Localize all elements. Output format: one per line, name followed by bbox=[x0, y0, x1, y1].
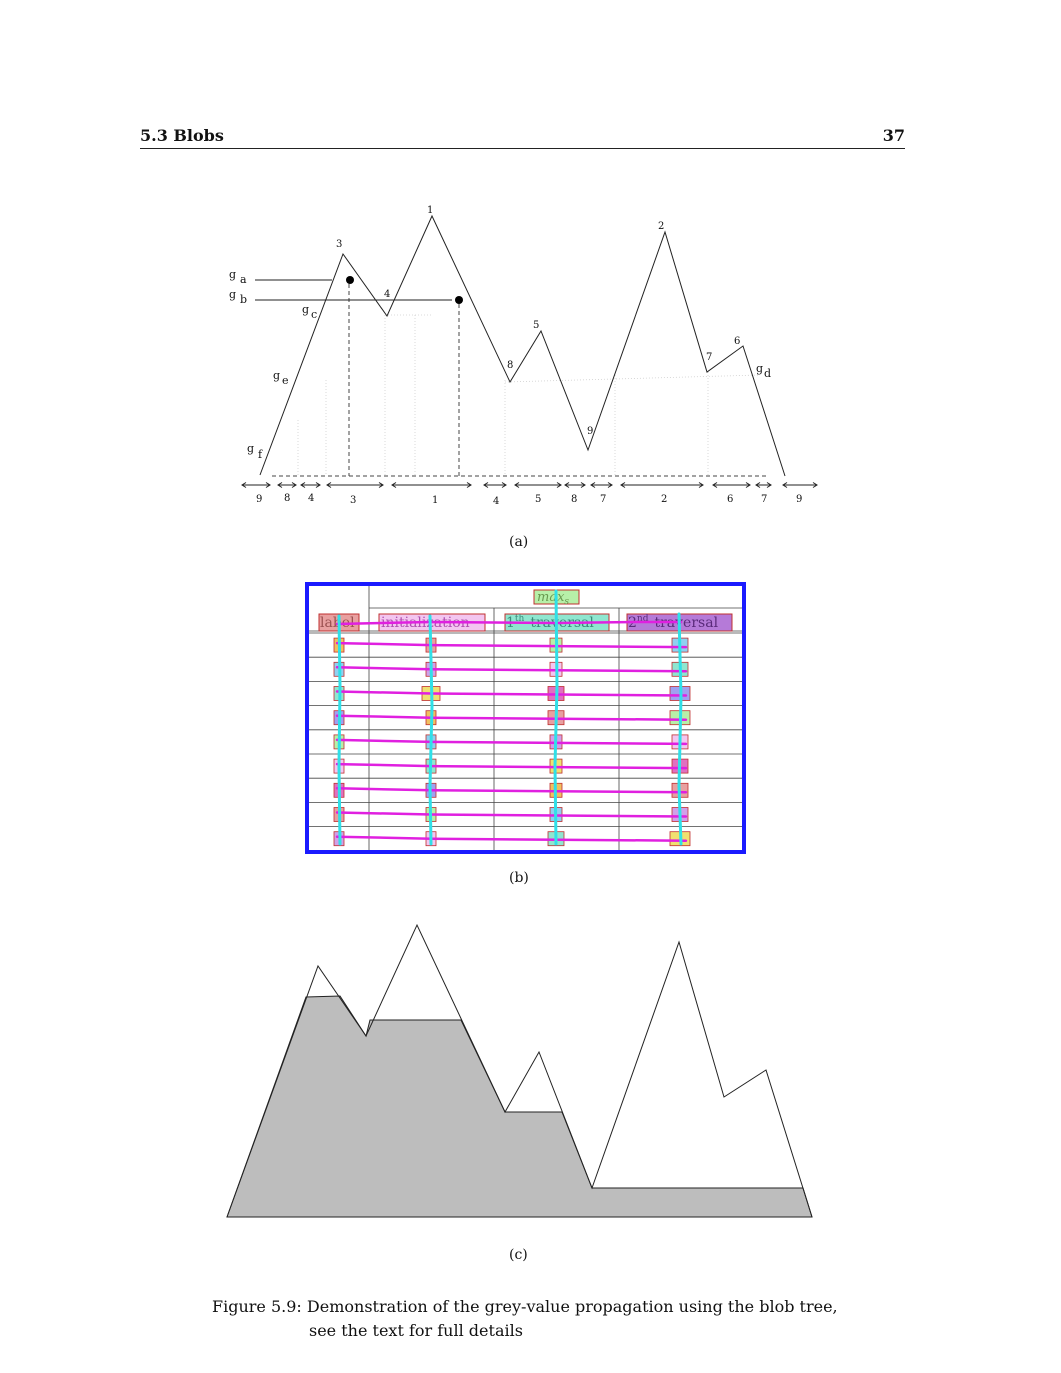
figure-b-label: (b) bbox=[509, 870, 529, 886]
marker-dot-a bbox=[346, 276, 354, 284]
propagated-grey-area bbox=[226, 995, 813, 1218]
interval-label-3: 4 bbox=[308, 493, 314, 504]
grey-profile-line bbox=[259, 214, 786, 477]
caption-prefix: Figure 5.9: bbox=[212, 1297, 302, 1316]
caption-line-2: see the text for full details bbox=[309, 1321, 523, 1340]
interval-label-11: 6 bbox=[727, 494, 733, 505]
arrow-head bbox=[812, 482, 818, 488]
arrow-head bbox=[564, 482, 570, 488]
peak-label-2: 2 bbox=[658, 221, 664, 232]
magenta-path bbox=[335, 738, 688, 746]
arrow-head bbox=[745, 482, 751, 488]
peak-label-9: 9 bbox=[587, 426, 593, 437]
peak-label-8: 8 bbox=[507, 360, 513, 371]
arrow-head bbox=[241, 482, 247, 488]
figure-c-label: (c) bbox=[509, 1247, 528, 1263]
svg-text:gc: gc bbox=[302, 303, 317, 321]
svg-text:maxs: maxs bbox=[537, 590, 569, 607]
svg-text:ge: ge bbox=[273, 369, 289, 387]
arrow-head bbox=[514, 482, 520, 488]
svg-text:ga: ga bbox=[229, 268, 247, 286]
magenta-path bbox=[335, 835, 688, 842]
arrow-head bbox=[590, 482, 596, 488]
arrow-head bbox=[620, 482, 626, 488]
arrow-head bbox=[291, 482, 297, 488]
magenta-path bbox=[335, 811, 688, 818]
peak-label-1: 1 bbox=[427, 205, 433, 216]
arrow-head bbox=[315, 482, 321, 488]
figure-b-table: maxs label initialization 1th traversal 2… bbox=[305, 582, 746, 854]
arrow-head bbox=[265, 482, 271, 488]
peak-label-4: 4 bbox=[384, 289, 390, 300]
arrow-head bbox=[607, 482, 613, 488]
arrow-head bbox=[712, 482, 718, 488]
svg-text:gf: gf bbox=[247, 442, 263, 461]
magenta-path bbox=[335, 641, 688, 649]
arrow-head bbox=[391, 482, 397, 488]
magenta-path bbox=[335, 666, 688, 673]
magenta-path bbox=[335, 762, 688, 770]
peak-label-7: 7 bbox=[706, 352, 712, 363]
magenta-path bbox=[335, 690, 688, 697]
interval-label-1: 9 bbox=[256, 494, 262, 505]
page-header: 5.3 Blobs 37 bbox=[140, 126, 905, 149]
svg-text:gd: gd bbox=[756, 362, 771, 380]
interval-label-12: 7 bbox=[761, 494, 767, 505]
figure-c bbox=[226, 923, 813, 1218]
figure-caption: Figure 5.9: Demonstration of the grey-va… bbox=[212, 1295, 852, 1343]
arrow-head bbox=[580, 482, 586, 488]
peak-label-3: 3 bbox=[336, 239, 342, 250]
arrow-head bbox=[300, 482, 306, 488]
svg-text:gb: gb bbox=[229, 288, 247, 306]
interval-label-2: 8 bbox=[284, 493, 290, 504]
interval-label-5: 1 bbox=[432, 495, 438, 506]
interval-label-9: 7 bbox=[600, 494, 606, 505]
arrow-head bbox=[556, 482, 562, 488]
arrow-head bbox=[698, 482, 704, 488]
arrow-head bbox=[378, 482, 384, 488]
arrow-head bbox=[755, 482, 761, 488]
figure-b-svg: maxs label initialization 1th traversal 2… bbox=[309, 586, 742, 850]
page-number: 37 bbox=[882, 126, 905, 145]
interval-label-10: 2 bbox=[661, 494, 667, 505]
profile-outline bbox=[226, 923, 813, 1218]
interval-label-6: 4 bbox=[493, 496, 499, 507]
caption-line-1: Demonstration of the grey-value propagat… bbox=[306, 1297, 838, 1316]
figure-a-label: (a) bbox=[509, 534, 529, 550]
interval-label-7: 5 bbox=[535, 494, 541, 505]
arrow-head bbox=[501, 482, 507, 488]
interval-label-8: 8 bbox=[571, 494, 577, 505]
peak-label-5: 5 bbox=[533, 320, 539, 331]
interval-label-13: 9 bbox=[796, 494, 802, 505]
section-title: 5.3 Blobs bbox=[140, 126, 224, 145]
arrow-head bbox=[466, 482, 472, 488]
magenta-path bbox=[335, 787, 688, 794]
interval-label-4: 3 bbox=[350, 495, 356, 506]
arrow-head bbox=[277, 482, 283, 488]
marker-dot-b bbox=[455, 296, 463, 304]
arrow-head bbox=[766, 482, 772, 488]
arrow-head bbox=[326, 482, 332, 488]
magenta-path bbox=[335, 714, 688, 721]
peak-label-6: 6 bbox=[734, 336, 740, 347]
arrow-head bbox=[782, 482, 788, 488]
arrow-head bbox=[483, 482, 489, 488]
